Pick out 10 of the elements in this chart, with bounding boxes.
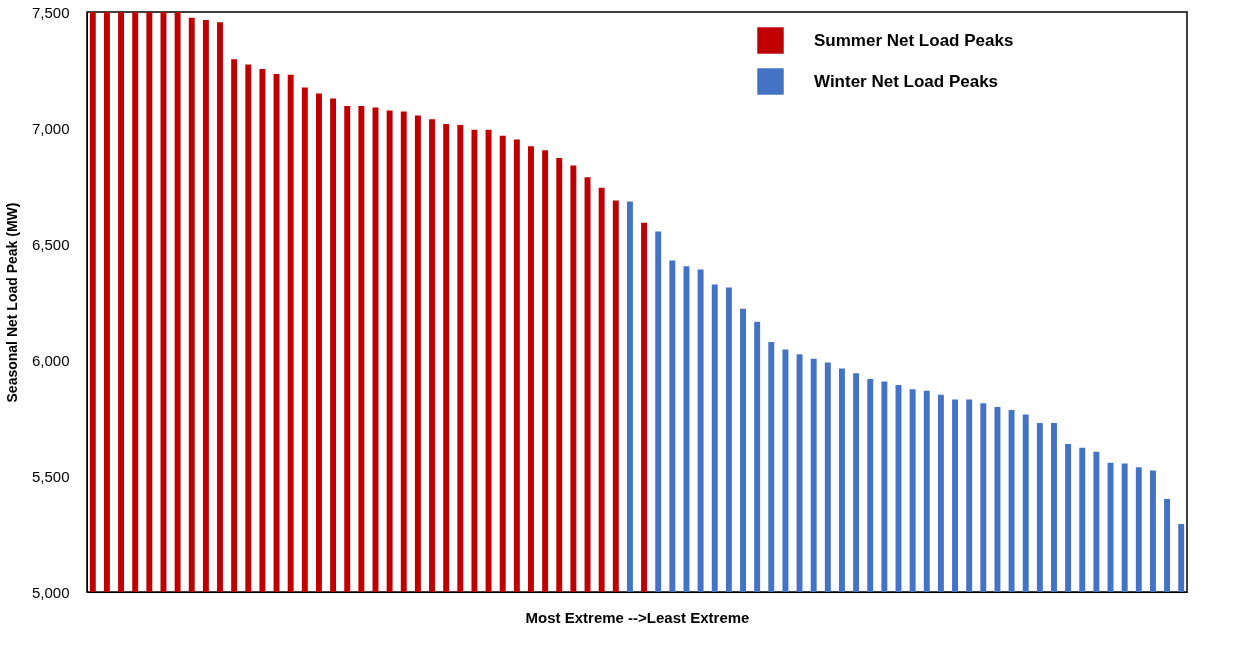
y-tick-label: 7,000 [31, 119, 70, 137]
y-axis-title: Seasonal Net Load Peak (MW) [3, 202, 20, 403]
legend-label: Summer Net Load Peaks [814, 30, 1014, 50]
y-tick-label: 6,500 [31, 235, 70, 253]
y-tick-label: 5,000 [31, 583, 70, 601]
x-axis-title: Most Extreme -->Least Extreme [525, 608, 750, 626]
y-tick-label: 5,500 [31, 467, 70, 485]
legend-label: Winter Net Load Peaks [814, 71, 999, 91]
y-tick-label: 6,000 [31, 351, 70, 369]
y-tick-label: 7,500 [31, 3, 70, 21]
